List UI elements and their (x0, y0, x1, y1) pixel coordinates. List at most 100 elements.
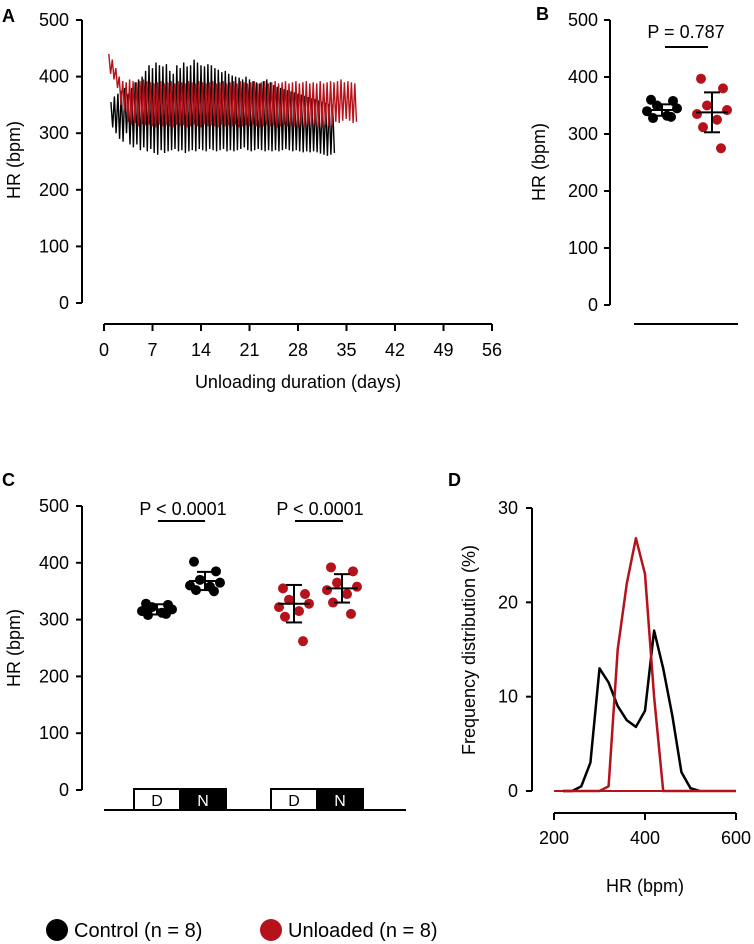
y-tick-label: 30 (498, 498, 518, 518)
panel-label-b: B (536, 4, 549, 24)
phase-label: D (151, 793, 163, 810)
y-tick-label: 10 (498, 687, 518, 707)
panel-b-p-value: P = 0.787 (647, 22, 724, 42)
data-point-unloaded-n (348, 566, 358, 577)
y-tick-label: 200 (39, 666, 69, 686)
y-tick-label: 500 (39, 10, 69, 30)
x-tick-label: 200 (539, 828, 569, 848)
data-point-unloaded-n (322, 585, 332, 596)
y-tick-label: 200 (39, 180, 69, 200)
x-tick-label: 28 (288, 340, 308, 360)
data-point-control (672, 103, 682, 114)
y-tick-label: 100 (39, 236, 69, 256)
panel-label-c: C (2, 470, 15, 490)
night-phase-box (316, 788, 364, 811)
y-tick-label: 400 (39, 553, 69, 573)
series-line-unloaded (108, 53, 358, 128)
y-tick-label: 100 (39, 723, 69, 743)
data-point-control-n (215, 577, 225, 588)
x-tick-label: 49 (433, 340, 453, 360)
data-point-unloaded-n (352, 581, 362, 592)
data-point-unloaded (712, 114, 722, 125)
series-line-unloaded (563, 536, 736, 793)
x-tick-label: 14 (191, 340, 211, 360)
panel-c-p-value-unloaded: P < 0.0001 (276, 499, 363, 519)
data-point-unloaded-d (294, 606, 304, 617)
data-point-unloaded (716, 143, 726, 154)
data-point-unloaded-n (346, 608, 356, 619)
panel-b-ylabel: HR (bpm) (529, 123, 549, 201)
data-point-unloaded-d (300, 589, 310, 600)
y-tick-label: 0 (59, 293, 69, 313)
data-point-control (648, 113, 658, 124)
panel-c-ylabel: HR (bpm) (4, 609, 24, 687)
panel-d-chart: 0 10 20 30 200 400 600 (498, 498, 751, 848)
data-point-control-n (189, 556, 199, 567)
legend-control-label: Control (n = 8) (74, 920, 202, 942)
phase-label: N (197, 793, 209, 810)
panel-a-xlabel: Unloading duration (days) (195, 372, 401, 392)
data-point-unloaded-n (326, 562, 336, 573)
data-point-unloaded (698, 122, 708, 133)
y-tick-label: 100 (568, 238, 598, 258)
x-tick-label: 0 (99, 340, 109, 360)
panel-a-ylabel: HR (bpm) (4, 121, 24, 199)
data-point-unloaded-d (280, 611, 290, 622)
legend-control-marker (46, 919, 68, 941)
data-point-control (666, 111, 676, 122)
y-tick-label: 20 (498, 592, 518, 612)
data-point-unloaded-n (332, 577, 342, 588)
legend-unloaded-marker (260, 919, 282, 941)
data-point-control (642, 106, 652, 117)
panel-c-p-value-control: P < 0.0001 (139, 499, 226, 519)
y-tick-label: 0 (588, 295, 598, 315)
y-tick-label: 500 (568, 10, 598, 30)
data-point-control (668, 95, 678, 106)
phase-label: D (288, 793, 300, 810)
data-point-control-d (161, 608, 171, 619)
panel-label-d: D (448, 470, 461, 490)
y-tick-label: 300 (568, 124, 598, 144)
y-tick-label: 300 (39, 123, 69, 143)
data-point-control-n (211, 566, 221, 577)
x-tick-label: 400 (630, 828, 660, 848)
panel-a-chart: 0 100 200 300 400 500 0 7 14 21 28 35 42 49 56 (39, 10, 502, 360)
night-phase-box (179, 788, 227, 811)
data-point-control (652, 100, 662, 111)
data-point-unloaded-n (328, 597, 338, 608)
panel-d-xlabel: HR (bpm) (606, 876, 684, 896)
phase-label: N (334, 793, 346, 810)
y-tick-label: 400 (39, 67, 69, 87)
panel-c-chart: 0 100 200 300 400 500 D N D N (39, 496, 406, 811)
data-point-control-n (209, 586, 219, 597)
data-point-unloaded-n (342, 589, 352, 600)
data-point-control-n (191, 585, 201, 596)
x-tick-label: 600 (721, 828, 751, 848)
data-point-unloaded (692, 109, 702, 120)
y-tick-label: 300 (39, 610, 69, 630)
y-tick-label: 500 (39, 496, 69, 516)
data-point-unloaded-d (278, 583, 288, 594)
panel-label-a: A (2, 6, 15, 26)
series-line-control (563, 629, 700, 793)
y-tick-label: 200 (568, 181, 598, 201)
data-point-unloaded-d (284, 594, 294, 605)
data-point-control-d (143, 610, 153, 621)
panel-b-chart: 0 100 200 300 400 500 (568, 10, 738, 325)
data-point-unloaded (696, 73, 706, 84)
y-tick-label: 0 (508, 781, 518, 801)
data-point-unloaded (722, 105, 732, 116)
data-point-control-n (195, 574, 205, 585)
legend-unloaded-label: Unloaded (n = 8) (288, 920, 438, 942)
x-tick-label: 56 (482, 340, 502, 360)
x-tick-label: 7 (147, 340, 157, 360)
panel-d-ylabel: Frequency distribution (%) (459, 545, 479, 755)
data-point-unloaded (718, 83, 728, 94)
y-tick-label: 400 (568, 67, 598, 87)
data-point-unloaded-d (298, 636, 308, 647)
x-tick-label: 21 (239, 340, 259, 360)
data-point-unloaded (702, 100, 712, 111)
x-tick-label: 35 (336, 340, 356, 360)
x-tick-label: 42 (385, 340, 405, 360)
